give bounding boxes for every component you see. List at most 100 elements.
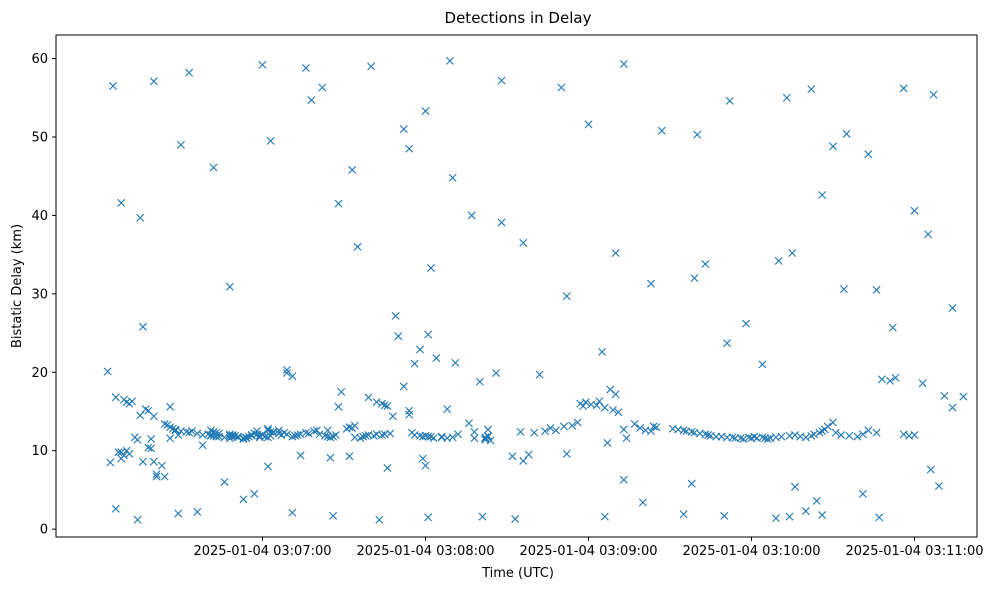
data-point	[209, 427, 218, 436]
data-point	[611, 249, 620, 258]
data-point	[948, 303, 957, 312]
data-point	[111, 504, 120, 513]
data-point	[723, 339, 732, 348]
data-point	[405, 406, 414, 415]
data-point	[679, 510, 688, 519]
data-point	[636, 423, 645, 432]
data-point	[424, 330, 433, 339]
data-point	[147, 444, 156, 453]
data-point	[288, 432, 297, 441]
data-point	[693, 130, 702, 139]
data-point	[777, 432, 786, 441]
data-point	[829, 418, 837, 427]
data-point	[307, 96, 316, 105]
data-point	[619, 425, 628, 434]
data-point	[524, 450, 533, 459]
data-point	[839, 285, 848, 294]
x-tick-label: 2025-01-04 03:08:00	[356, 544, 494, 559]
data-point	[519, 238, 528, 247]
data-point	[416, 345, 425, 354]
data-point	[212, 428, 221, 437]
data-point	[242, 433, 251, 442]
data-point	[470, 434, 479, 443]
data-point	[138, 322, 147, 331]
data-point	[619, 475, 628, 484]
data-point	[171, 425, 180, 434]
data-point	[568, 421, 577, 430]
data-point	[337, 387, 346, 396]
data-point	[147, 434, 156, 443]
data-point	[198, 441, 207, 450]
data-point	[864, 426, 873, 435]
data-point	[152, 470, 161, 479]
data-point	[652, 423, 661, 432]
data-point	[926, 465, 935, 474]
data-point	[348, 165, 357, 174]
data-point	[274, 426, 283, 435]
data-point	[829, 142, 837, 151]
data-point	[812, 496, 821, 505]
data-point	[152, 472, 161, 481]
data-point	[451, 358, 460, 367]
data-point	[138, 457, 147, 466]
data-point	[166, 402, 175, 411]
data-point	[359, 432, 367, 441]
data-point	[253, 427, 262, 436]
data-point	[383, 402, 392, 410]
data-point	[891, 373, 900, 382]
data-point	[929, 90, 938, 99]
data-point	[790, 482, 799, 491]
data-point	[106, 458, 115, 467]
data-point	[888, 323, 897, 332]
y-tick-label: 50	[31, 130, 48, 145]
data-point	[128, 397, 137, 406]
y-tick-label: 60	[31, 52, 48, 67]
data-point	[598, 347, 607, 356]
data-point	[345, 452, 354, 461]
data-point	[318, 83, 327, 92]
data-point	[263, 462, 272, 471]
data-point	[959, 392, 968, 401]
data-point	[562, 292, 571, 301]
data-point	[530, 428, 539, 437]
data-point	[801, 433, 810, 442]
data-point	[478, 512, 487, 521]
data-point	[293, 431, 302, 440]
data-point	[486, 436, 495, 445]
data-point	[918, 379, 927, 388]
data-point	[742, 319, 751, 328]
data-point	[704, 431, 713, 440]
data-point	[421, 107, 430, 116]
data-point	[600, 403, 609, 412]
data-point	[320, 431, 329, 440]
data-point	[630, 420, 639, 429]
data-point	[334, 402, 343, 411]
data-point	[117, 198, 126, 207]
data-point	[858, 489, 867, 498]
data-point	[312, 426, 321, 435]
data-point	[220, 478, 229, 487]
data-point	[378, 431, 387, 440]
data-point	[701, 260, 710, 269]
data-point	[774, 256, 783, 265]
data-point	[845, 431, 854, 440]
data-point	[546, 423, 555, 432]
data-point	[511, 514, 520, 523]
data-point	[842, 129, 851, 138]
data-point	[758, 360, 767, 369]
data-point	[103, 367, 112, 376]
data-point	[193, 429, 202, 438]
data-point	[646, 427, 655, 436]
data-point	[372, 398, 381, 407]
data-point	[144, 443, 153, 452]
data-point	[600, 512, 609, 521]
data-point	[301, 428, 310, 437]
data-point	[872, 285, 881, 294]
data-point	[448, 433, 457, 442]
data-point	[725, 96, 734, 105]
data-point	[326, 433, 335, 442]
data-point	[807, 85, 816, 94]
y-axis-ticks: 0 10 20 30 40 50 60	[31, 52, 56, 538]
data-point	[818, 511, 827, 520]
data-point	[386, 429, 395, 438]
